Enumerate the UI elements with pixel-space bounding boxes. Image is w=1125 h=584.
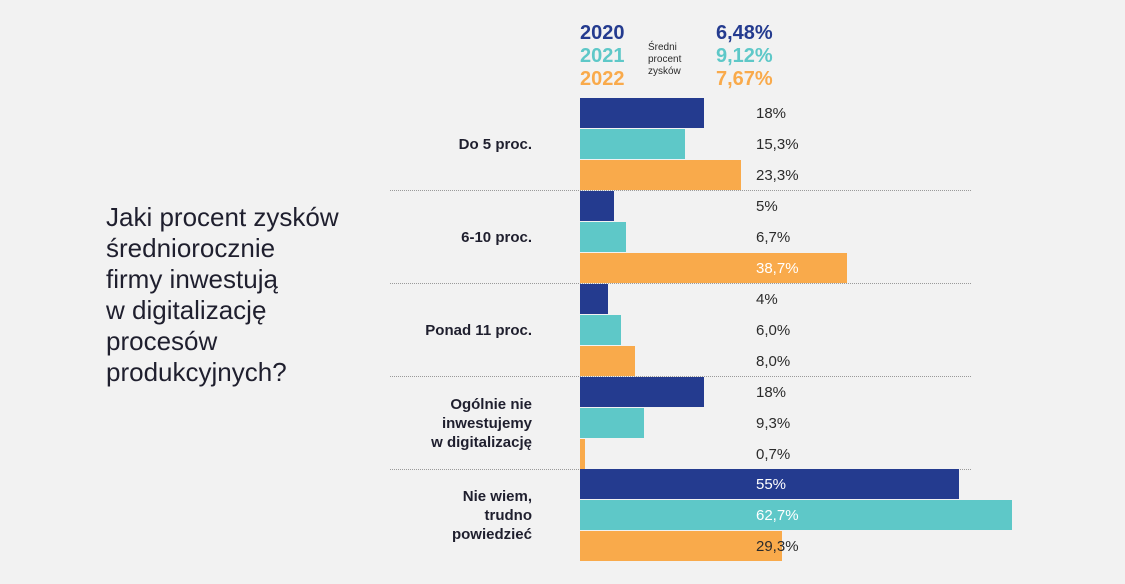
legend-year-2022: 2022 bbox=[580, 68, 625, 90]
legend-note: Średni procent zysków bbox=[648, 42, 682, 77]
question-title: Jaki procent zysków średniorocznie firmy… bbox=[106, 202, 339, 387]
value-label-2020: 55% bbox=[756, 476, 787, 493]
bar-2020 bbox=[580, 469, 959, 499]
value-label-2022: 29,3% bbox=[756, 538, 799, 555]
value-label-2022: 0,7% bbox=[756, 446, 791, 463]
bar-2022 bbox=[580, 531, 782, 561]
group-separator bbox=[390, 376, 971, 377]
bar-2022 bbox=[580, 346, 636, 376]
value-label-2022: 38,7% bbox=[756, 260, 799, 277]
category-label: Ponad 11 proc. bbox=[425, 321, 532, 339]
category-label: Ogólnie nie inwestujemy w digitalizację bbox=[431, 395, 532, 451]
value-label-2020: 18% bbox=[756, 384, 787, 401]
category-label: 6-10 proc. bbox=[461, 228, 532, 246]
legend-average-2022: 7,67% bbox=[716, 68, 773, 90]
value-label-2022: 8,0% bbox=[756, 353, 791, 370]
bar-2022 bbox=[580, 439, 585, 469]
bar-2020 bbox=[580, 98, 705, 128]
legend-average-2021: 9,12% bbox=[716, 45, 773, 67]
bar-2022 bbox=[580, 253, 847, 283]
bar-2021 bbox=[580, 315, 622, 345]
group-separator bbox=[390, 283, 971, 284]
legend-average-2020: 6,48% bbox=[716, 22, 773, 44]
value-label-2020: 4% bbox=[756, 291, 778, 308]
value-label-2021: 6,7% bbox=[756, 229, 791, 246]
bar-2021 bbox=[580, 222, 627, 252]
bar-2021 bbox=[580, 408, 645, 438]
category-label: Do 5 proc. bbox=[458, 135, 532, 153]
value-label-2021: 62,7% bbox=[756, 507, 799, 524]
bar-2020 bbox=[580, 191, 615, 221]
value-label-2020: 5% bbox=[756, 198, 778, 215]
value-label-2020: 18% bbox=[756, 105, 787, 122]
group-separator bbox=[390, 190, 971, 191]
category-label: Nie wiem, trudno powiedzieć bbox=[451, 487, 532, 543]
value-label-2022: 23,3% bbox=[756, 167, 799, 184]
legend-year-2020: 2020 bbox=[580, 22, 625, 44]
bar-2020 bbox=[580, 284, 608, 314]
value-label-2021: 15,3% bbox=[756, 136, 799, 153]
legend-year-2021: 2021 bbox=[580, 45, 625, 67]
value-label-2021: 6,0% bbox=[756, 322, 791, 339]
bar-2021 bbox=[580, 500, 1012, 530]
bar-2020 bbox=[580, 377, 705, 407]
value-label-2021: 9,3% bbox=[756, 415, 791, 432]
bar-2022 bbox=[580, 160, 741, 190]
bar-2021 bbox=[580, 129, 686, 159]
